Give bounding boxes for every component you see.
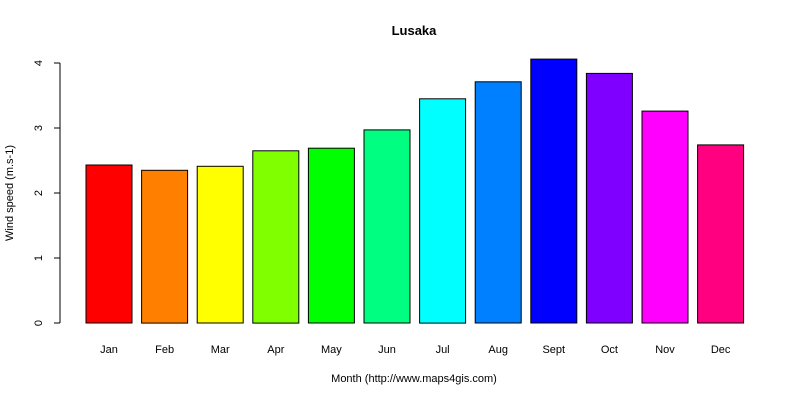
y-tick-label: 3 — [33, 125, 45, 131]
y-tick-label: 4 — [33, 60, 45, 66]
bar-oct — [585, 72, 633, 324]
x-tick-label: Jul — [436, 344, 450, 356]
bar-sept — [530, 58, 578, 324]
y-tick-label: 2 — [33, 190, 45, 196]
bar-feb — [141, 169, 189, 324]
x-tick-label: Jan — [100, 344, 118, 356]
y-axis: 0 1 2 3 4 — [33, 60, 61, 326]
x-tick-label: Mar — [211, 344, 230, 356]
y-tick-label: 1 — [33, 255, 45, 261]
x-tick-label: Apr — [267, 344, 284, 356]
x-tick-labels: Jan Feb Mar Apr May Jun Jul Aug Sept Oct Nov Dec — [100, 344, 731, 356]
chart-title: Lusaka — [392, 23, 438, 38]
x-tick-label: Oct — [601, 344, 618, 356]
bars-group — [85, 58, 745, 324]
bar-apr — [252, 150, 300, 324]
y-axis-label: Wind speed (m.s-1) — [4, 145, 16, 241]
y-tick-label: 0 — [33, 320, 45, 326]
bar-aug — [474, 81, 522, 324]
x-tick-label: May — [321, 344, 342, 356]
x-tick-label: Sept — [542, 344, 565, 356]
x-tick-label: Dec — [711, 344, 731, 356]
bar-jun — [363, 129, 411, 324]
bar-may — [307, 147, 355, 324]
bar-mar — [196, 165, 244, 324]
bar-jan — [85, 164, 133, 324]
x-axis-label: Month (http://www.maps4gis.com) — [331, 373, 497, 385]
bar-jul — [419, 98, 467, 324]
bar-dec — [697, 144, 745, 324]
x-tick-label: Jun — [378, 344, 396, 356]
x-tick-label: Feb — [155, 344, 174, 356]
bar-nov — [641, 110, 689, 324]
x-tick-label: Nov — [655, 344, 675, 356]
x-tick-label: Aug — [488, 344, 508, 356]
